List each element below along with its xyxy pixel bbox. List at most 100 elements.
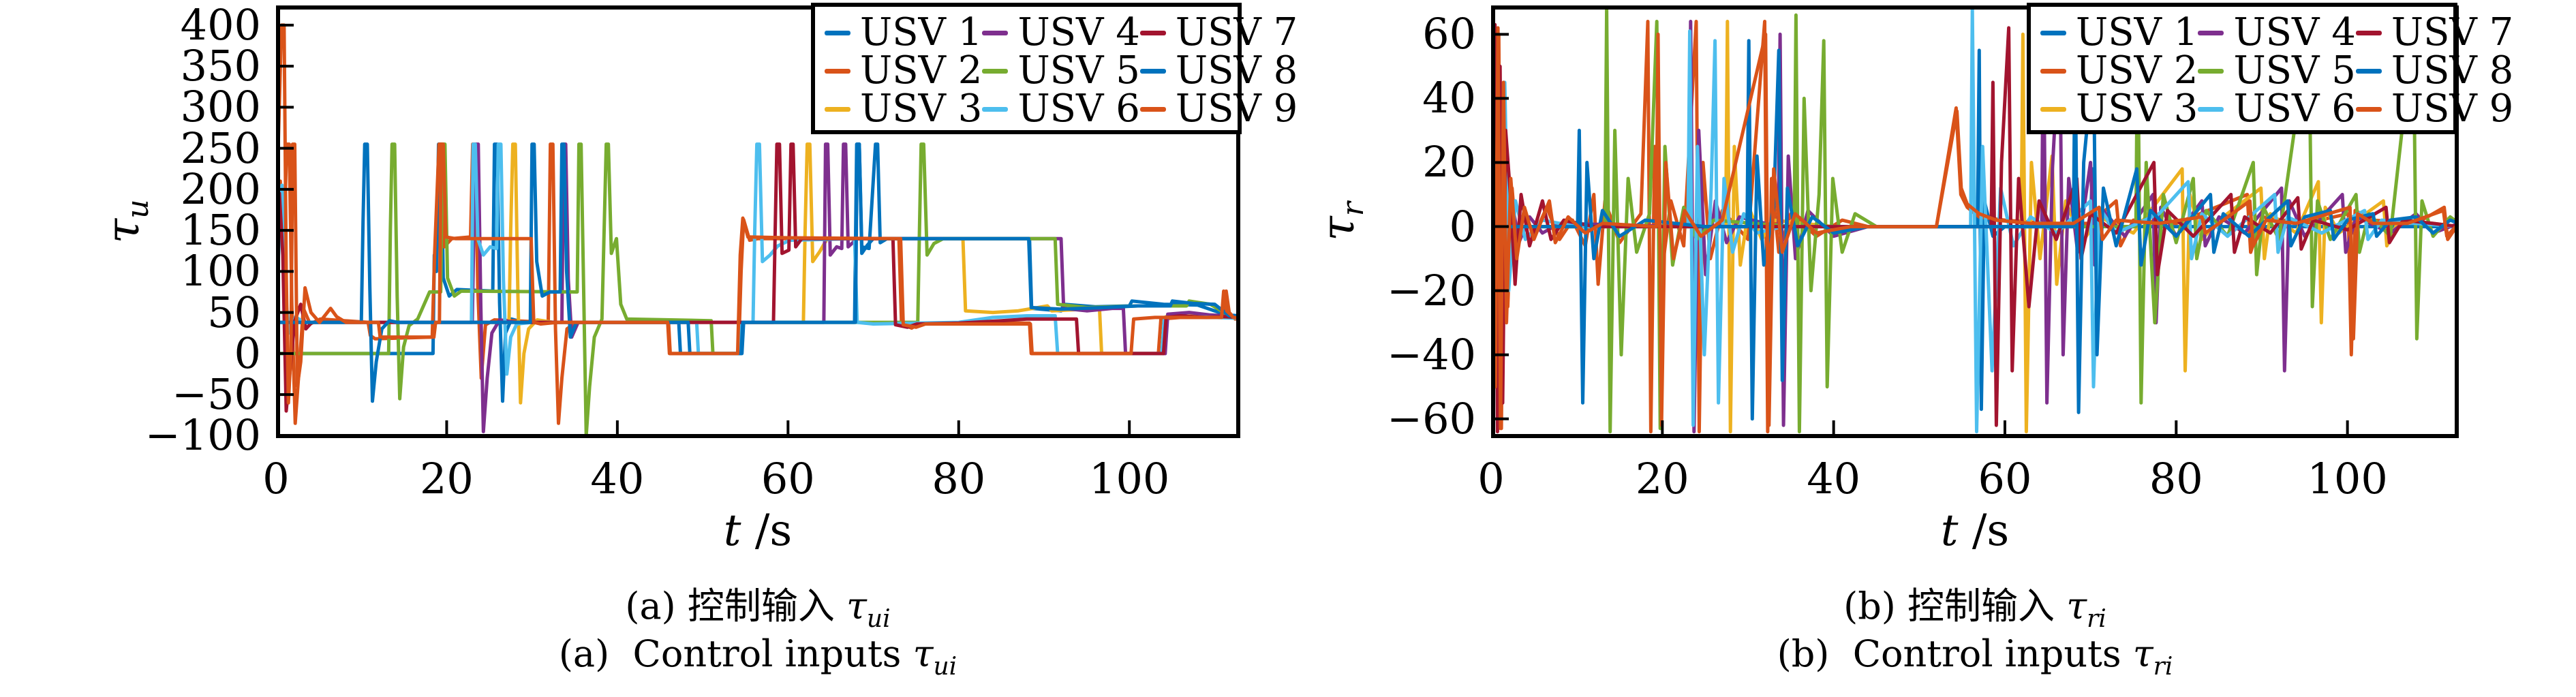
y-tick-label: 0 [1449, 201, 1476, 251]
x-tick-label: 60 [1978, 454, 2032, 504]
x-tick-label: 0 [1477, 454, 1505, 504]
x-tick-label: 80 [932, 454, 986, 504]
legend-line-swatch [2355, 68, 2382, 74]
series-usv-7-r [1494, 22, 2455, 434]
legend-line-swatch [2198, 106, 2224, 112]
legend-line-swatch [2040, 30, 2066, 35]
series-usv-2-r [1494, 20, 2455, 434]
series-usv-5-r [1494, 9, 2455, 434]
y-tick-label: 200 [180, 164, 261, 214]
plot-border [276, 5, 1240, 438]
y-tick-label: −20 [1387, 265, 1476, 315]
plot-border [1491, 5, 2459, 438]
legend-item: USV 5 [2198, 48, 2356, 93]
legend-label: USV 3 [860, 87, 983, 131]
legend-line-swatch [982, 106, 1009, 112]
legend-item: USV 3 [825, 90, 982, 128]
y-tick-label: −50 [172, 369, 261, 420]
legend-label: USV 1 [2076, 10, 2198, 55]
legend-line-swatch [1139, 68, 1166, 74]
y-tick-label: 350 [180, 41, 261, 91]
legend-label: USV 8 [2391, 48, 2514, 93]
series-usv-1-r [1494, 48, 2455, 412]
legend-label: USV 4 [1017, 10, 1140, 55]
legend-item: USV 3 [2040, 90, 2198, 128]
y-tick-label: 300 [180, 82, 261, 132]
legend-line-swatch [825, 68, 850, 74]
series-usv-9-u [279, 23, 1237, 405]
legend-label: USV 2 [860, 48, 983, 93]
t-symbol: t [1940, 506, 1959, 556]
y-tick-label: 40 [1422, 73, 1476, 123]
series-usv-8-r [1494, 39, 2455, 421]
legend-line-swatch [1139, 30, 1166, 35]
legend-label: USV 9 [2391, 87, 2514, 131]
x-tick-label: 40 [590, 454, 645, 504]
legend-line-swatch [1139, 106, 1166, 112]
time-unit: /s [741, 506, 793, 556]
legend-line-swatch [2040, 106, 2066, 112]
x-tick-label: 40 [1807, 454, 1861, 504]
legend-line-swatch [825, 106, 850, 112]
legend-item: USV 6 [2198, 90, 2356, 128]
x-tick-label: 100 [2307, 454, 2388, 504]
plot-area-a [276, 5, 1240, 438]
legend-label: USV 5 [1017, 48, 1140, 93]
legend-item: USV 7 [2355, 10, 2514, 55]
y-tick-label: −100 [144, 410, 261, 461]
x-tick-label: 0 [262, 454, 290, 504]
legend-line-swatch [2355, 30, 2382, 35]
series-usv-3-u [279, 142, 1237, 405]
legend-item: USV 2 [825, 52, 982, 90]
plot-area-b [1491, 5, 2459, 438]
caption-en-b: (b) Control inputs τri [1777, 632, 2173, 681]
x-axis-label-a: t /s [724, 506, 792, 556]
series-usv-8-u [279, 142, 1237, 403]
x-axis-label-b: t /s [1941, 506, 2009, 556]
legend-label: USV 3 [2076, 87, 2198, 131]
y-tick-label: 60 [1422, 9, 1476, 59]
y-tick-label: 20 [1422, 137, 1476, 187]
y-tick-label: 50 [207, 287, 261, 337]
x-tick-label: 80 [2149, 454, 2203, 504]
legend-line-swatch [2040, 68, 2066, 74]
y-tick-label: 250 [180, 123, 261, 173]
x-tick-label: 20 [419, 454, 474, 504]
legend-line-swatch [982, 30, 1009, 35]
legend-item: USV 9 [1139, 87, 1298, 131]
legend-item: USV 6 [982, 87, 1140, 131]
legend-label: USV 5 [2233, 48, 2356, 93]
caption-zh-a: (a) 控制输入 τui [625, 585, 891, 633]
legend-item: USV 5 [982, 48, 1140, 93]
legend-label: USV 2 [2076, 48, 2198, 93]
legend-line-swatch [2198, 68, 2224, 74]
t-symbol: t [723, 506, 741, 556]
y-tick-label: 100 [180, 246, 261, 296]
legend-item: USV 9 [2355, 87, 2514, 131]
series-usv-6-u [279, 142, 1237, 376]
legend-label: USV 9 [1175, 87, 1298, 131]
legend-label: USV 6 [1017, 87, 1140, 131]
legend-line-swatch [825, 30, 850, 35]
series-usv-9-r [1494, 26, 2455, 431]
legend-item: USV 2 [2040, 52, 2198, 90]
y-tick-label: 400 [180, 0, 261, 50]
legend-b: USV 1 USV 2 USV 3 USV 4 USV 5 USV 6 USV 7 USV 8… [2027, 3, 2513, 134]
series-usv-3-r [1494, 20, 2455, 434]
y-tick-label: 150 [180, 205, 261, 255]
x-tick-label: 100 [1089, 454, 1170, 504]
x-tick-label: 20 [1635, 454, 1689, 504]
legend-item: USV 1 [825, 14, 982, 52]
legend-label: USV 7 [2391, 10, 2514, 55]
caption-zh-b: (b) 控制输入 τri [1843, 585, 2106, 633]
series-usv-7-u [279, 142, 1237, 413]
x-tick-label: 60 [761, 454, 815, 504]
caption-en-a: (a) Control inputs τui [558, 632, 957, 681]
legend-label: USV 7 [1175, 10, 1298, 55]
legend-item: USV 8 [2355, 48, 2514, 93]
series-usv-4-u [279, 142, 1237, 433]
legend-a: USV 1 USV 2 USV 3 USV 4 USV 5 USV 6 USV 7 USV 8… [811, 3, 1298, 134]
